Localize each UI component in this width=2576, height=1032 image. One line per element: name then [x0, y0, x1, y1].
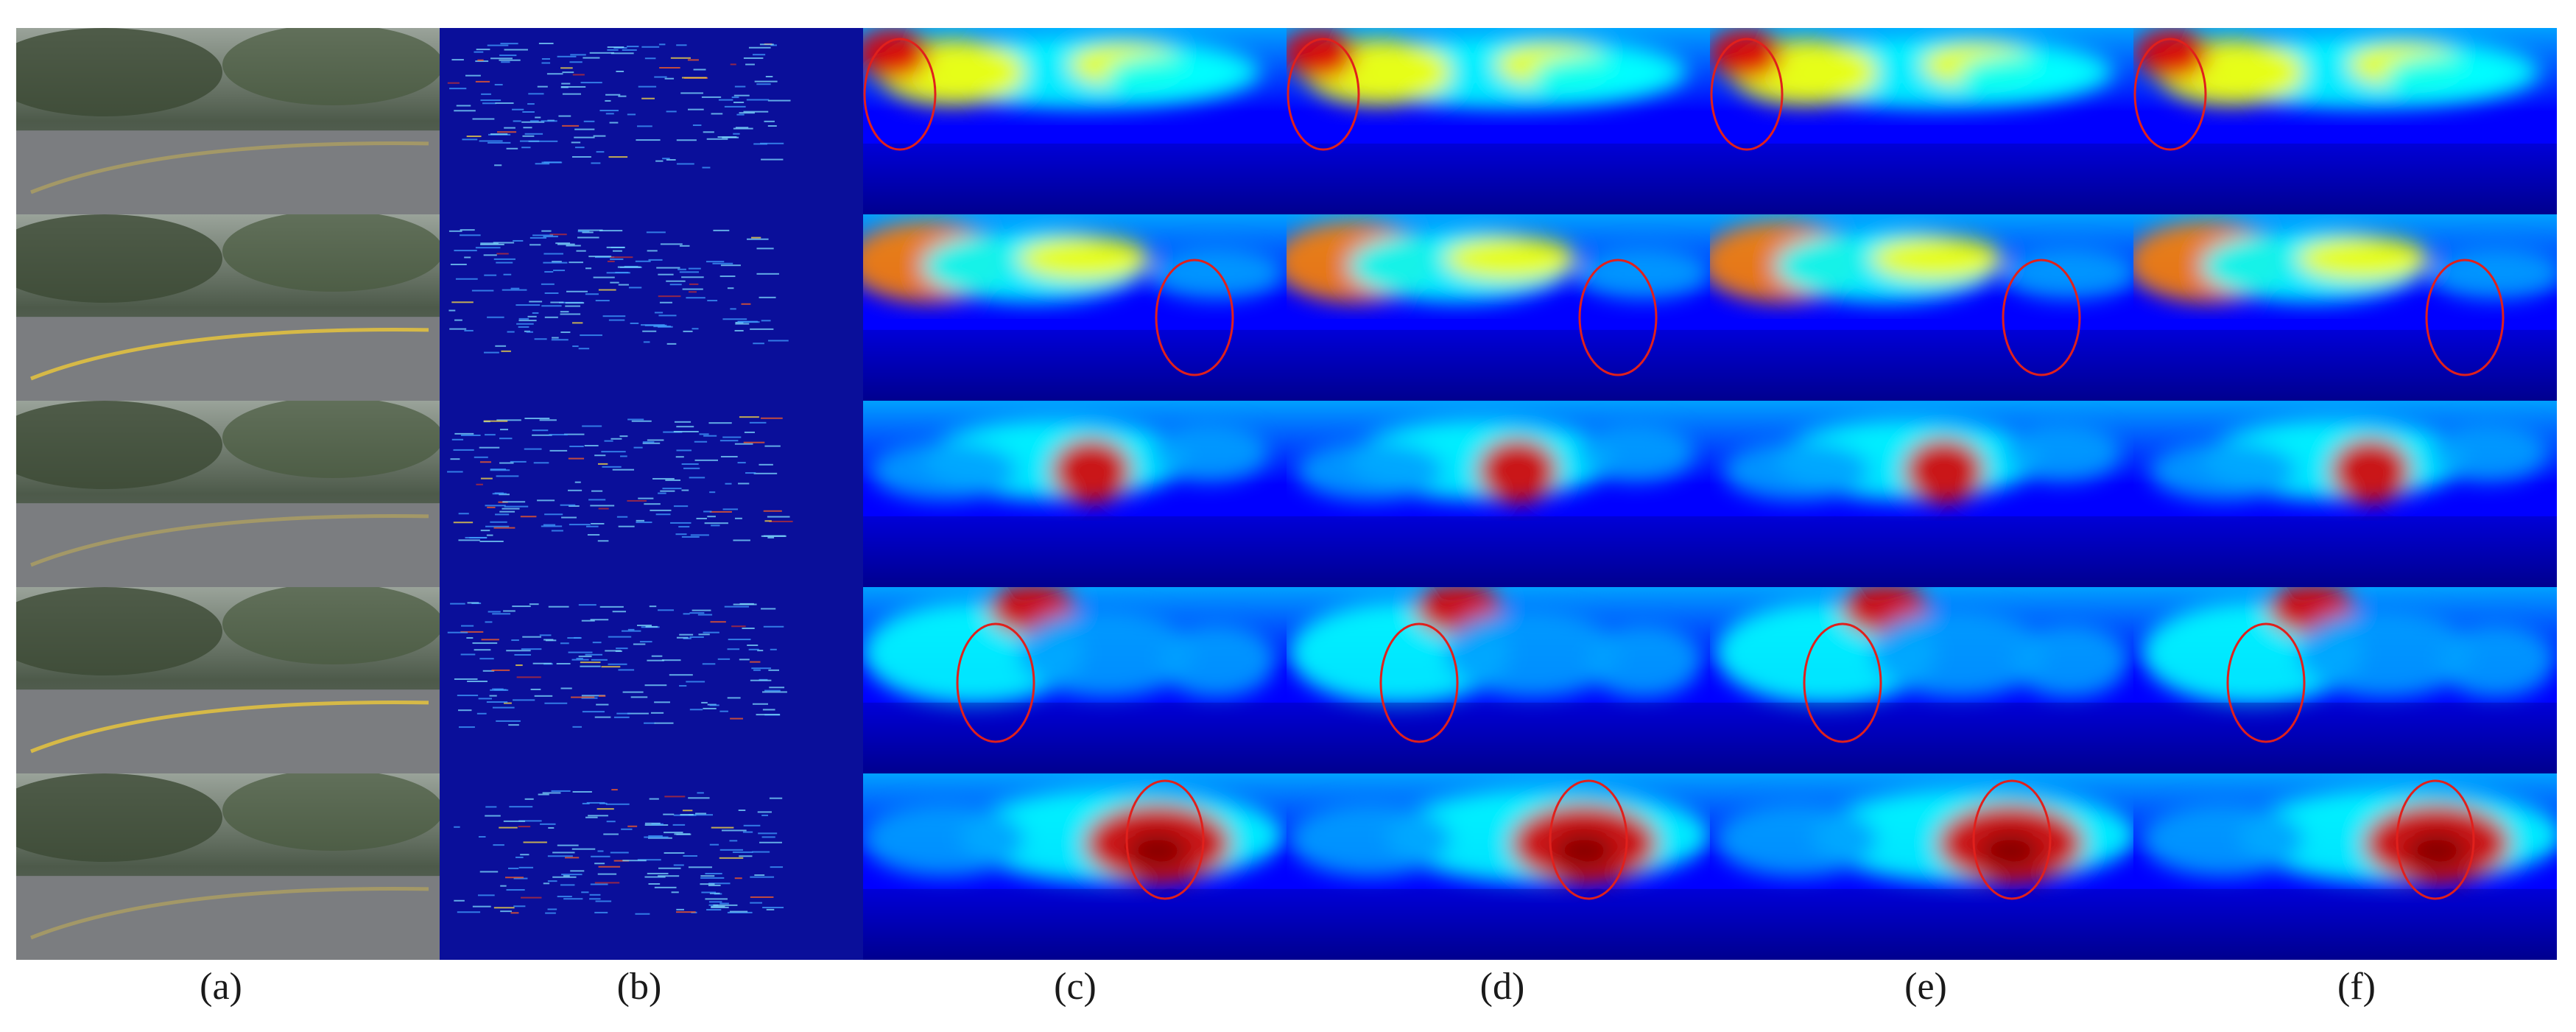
panel-image — [1287, 28, 1710, 214]
highlight-ellipse — [1803, 622, 1882, 743]
highlight-ellipse — [1155, 259, 1234, 376]
panel-depth-map-row1-col3 — [863, 28, 1287, 214]
panel-rgb-photo-row3-col1 — [16, 401, 440, 587]
highlight-ellipse — [2226, 622, 2306, 743]
panel-image — [1710, 401, 2133, 587]
panel-depth-map-row1-col4 — [1287, 28, 1710, 214]
highlight-ellipse — [1578, 259, 1658, 376]
highlight-ellipse — [1379, 622, 1459, 743]
panel-image — [863, 214, 1287, 401]
panel-image — [440, 214, 863, 401]
panel-depth-map-row5-col3 — [863, 773, 1287, 960]
panel-depth-map-row5-col6 — [2133, 773, 2557, 960]
panel-depth-map-row5-col5 — [1710, 773, 2133, 960]
panel-depth-map-row4-col3 — [863, 587, 1287, 773]
column-label-b: (b) — [616, 966, 662, 1008]
panel-image — [863, 773, 1287, 960]
panel-image — [2133, 214, 2557, 401]
panel-depth-map-row4-col4 — [1287, 587, 1710, 773]
highlight-ellipse — [2425, 259, 2505, 376]
panel-rgb-photo-row5-col1 — [16, 773, 440, 960]
panel-depth-map-row3-col4 — [1287, 401, 1710, 587]
panel-depth-map-row4-col5 — [1710, 587, 2133, 773]
panel-depth-map-row2-col4 — [1287, 214, 1710, 401]
panel-image — [1287, 401, 1710, 587]
highlight-ellipse — [2133, 38, 2207, 151]
panel-image — [863, 401, 1287, 587]
panel-depth-map-row1-col5 — [1710, 28, 2133, 214]
panel-image — [2133, 28, 2557, 214]
panel-image — [2133, 773, 2557, 960]
panel-sparse-depth-row2-col2 — [440, 214, 863, 401]
column-label-f: (f) — [2337, 966, 2376, 1008]
panel-image — [2133, 587, 2557, 773]
panel-depth-map-row2-col5 — [1710, 214, 2133, 401]
panel-rgb-photo-row4-col1 — [16, 587, 440, 773]
panel-depth-map-row5-col4 — [1287, 773, 1710, 960]
panel-image — [1287, 587, 1710, 773]
panel-image — [1287, 773, 1710, 960]
highlight-ellipse — [1710, 38, 1784, 151]
panel-image — [16, 587, 440, 773]
panel-rgb-photo-row1-col1 — [16, 28, 440, 214]
panel-sparse-depth-row3-col2 — [440, 401, 863, 587]
highlight-ellipse — [863, 38, 937, 151]
panel-image — [16, 773, 440, 960]
panel-sparse-depth-row4-col2 — [440, 587, 863, 773]
panel-image — [440, 587, 863, 773]
panel-depth-map-row3-col3 — [863, 401, 1287, 587]
panel-image — [1710, 28, 2133, 214]
panel-image — [863, 28, 1287, 214]
column-label-d: (d) — [1479, 966, 1525, 1008]
panel-depth-map-row2-col3 — [863, 214, 1287, 401]
panel-image — [440, 401, 863, 587]
highlight-ellipse — [1287, 38, 1360, 151]
highlight-ellipse — [2002, 259, 2081, 376]
highlight-ellipse — [1125, 779, 1205, 900]
panel-image — [16, 401, 440, 587]
panel-image — [1710, 773, 2133, 960]
column-label-a: (a) — [200, 966, 242, 1008]
panel-image — [440, 773, 863, 960]
panel-image — [863, 587, 1287, 773]
panel-sparse-depth-row1-col2 — [440, 28, 863, 214]
panel-depth-map-row3-col5 — [1710, 401, 2133, 587]
panel-image — [1710, 214, 2133, 401]
highlight-ellipse — [2396, 779, 2475, 900]
panel-image — [2133, 401, 2557, 587]
panel-depth-map-row4-col6 — [2133, 587, 2557, 773]
panel-image — [440, 28, 863, 214]
column-label-e: (e) — [1904, 966, 1947, 1008]
panel-depth-map-row2-col6 — [2133, 214, 2557, 401]
highlight-ellipse — [1549, 779, 1628, 900]
highlight-ellipse — [956, 622, 1035, 743]
panel-image — [1287, 214, 1710, 401]
highlight-ellipse — [1972, 779, 2052, 900]
panel-image — [16, 214, 440, 401]
panel-depth-map-row3-col6 — [2133, 401, 2557, 587]
panel-rgb-photo-row2-col1 — [16, 214, 440, 401]
panel-depth-map-row1-col6 — [2133, 28, 2557, 214]
panel-image — [16, 28, 440, 214]
panel-image — [1710, 587, 2133, 773]
panel-sparse-depth-row5-col2 — [440, 773, 863, 960]
column-label-c: (c) — [1054, 966, 1097, 1008]
